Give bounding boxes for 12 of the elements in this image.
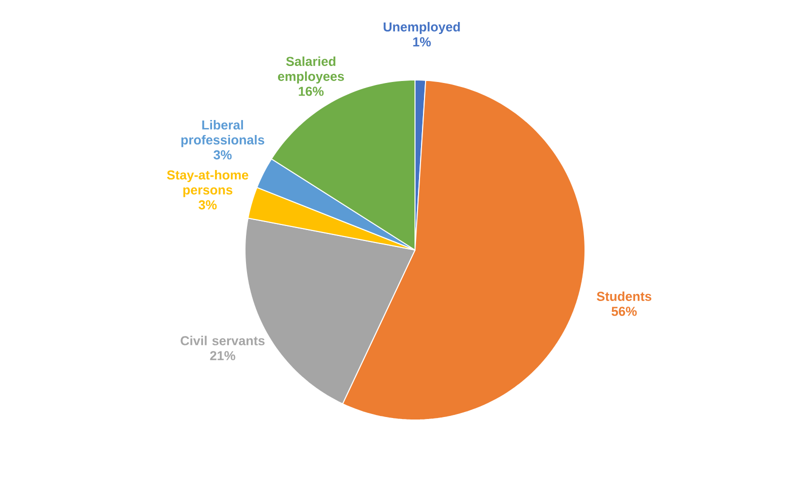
slice-label: Salaried employees [278,56,344,84]
data-label: 1% [413,37,431,46]
slice-label: Students [596,291,652,301]
data-label: 3% [198,200,217,210]
slice-label: Unemployed [384,22,460,34]
data-label: 16% [298,86,324,96]
slice-label: Liberal professionals [181,120,264,148]
slice-label: Stay-at-home persons [167,170,248,198]
slice-label: Civil servants [180,336,265,346]
data-label: 56% [612,306,637,316]
data-label: 3% [214,150,232,160]
data-label: 21% [210,351,236,360]
